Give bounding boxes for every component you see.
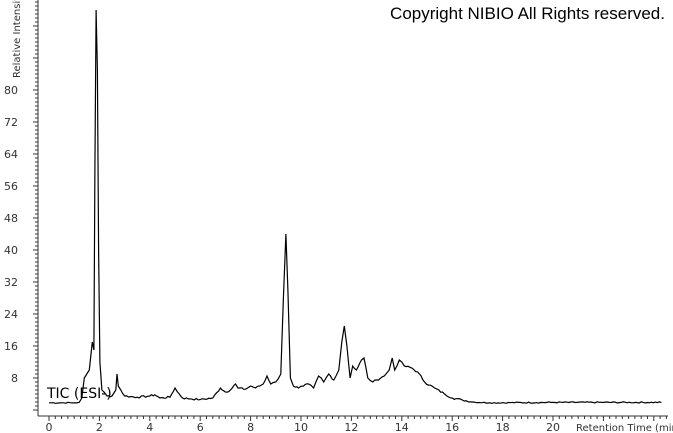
axes: Relative Intensity Retention Time (min) xyxy=(12,0,673,433)
copyright-notice: Copyright NIBIO All Rights reserved. xyxy=(390,4,665,23)
y-axis-title: Relative Intensity xyxy=(12,0,23,78)
x-tick-label: 6 xyxy=(197,421,204,433)
x-tick-label: 10 xyxy=(294,421,308,433)
x-tick-label: 2 xyxy=(96,421,103,433)
x-tick-label: 16 xyxy=(445,421,459,433)
y-tick-label: 80 xyxy=(4,84,18,97)
x-tick-label: 20 xyxy=(546,421,560,433)
y-tick-label: 48 xyxy=(4,212,18,225)
y-tick-label: 64 xyxy=(4,148,18,161)
y-tick-label: 8 xyxy=(11,372,18,385)
x-tick-label: 4 xyxy=(146,421,153,433)
x-tick-label: 18 xyxy=(496,421,510,433)
y-tick-label: 24 xyxy=(4,308,18,321)
y-tick-label: 32 xyxy=(4,276,18,289)
x-tick-label: 14 xyxy=(395,421,409,433)
x-axis-title: Retention Time (min) xyxy=(576,423,673,433)
y-tick-label: 56 xyxy=(4,180,18,193)
x-tick-label: 0 xyxy=(46,421,53,433)
y-tick-label: 16 xyxy=(4,340,18,353)
tic-trace xyxy=(49,9,662,405)
x-tick-label: 8 xyxy=(247,421,254,433)
y-tick-label: 40 xyxy=(4,244,18,257)
y-tick-label: 72 xyxy=(4,116,18,129)
x-tick-label: 12 xyxy=(344,421,358,433)
trace-label: TIC (ESI-) xyxy=(46,386,112,402)
